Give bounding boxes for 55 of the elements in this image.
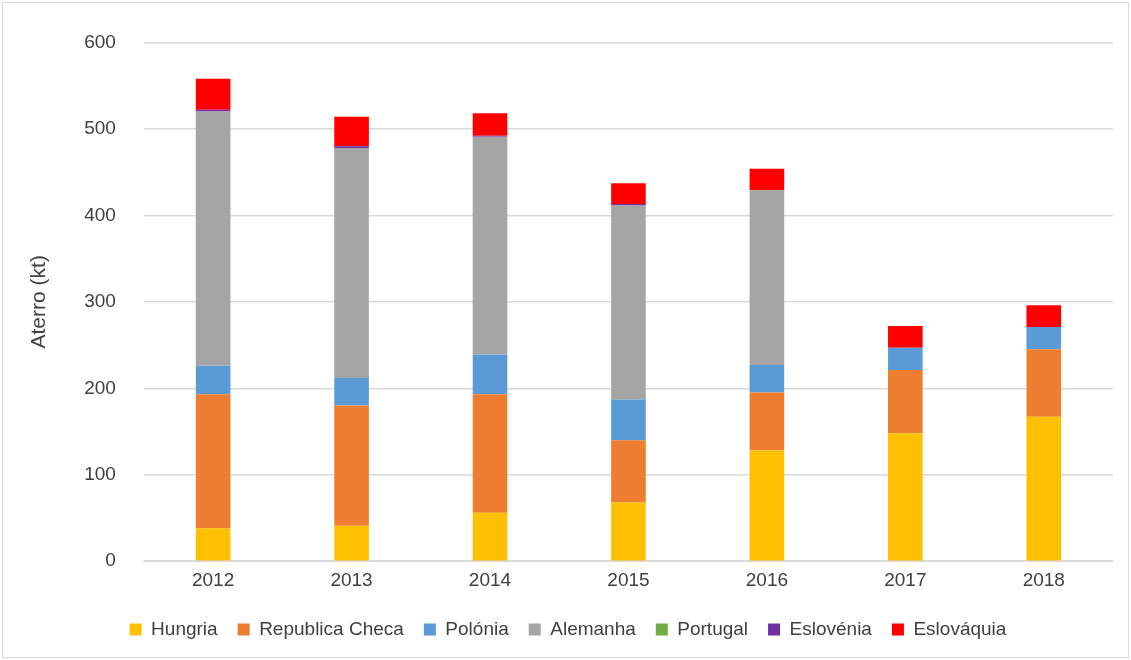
- bar: [888, 326, 923, 348]
- bar: [195, 365, 231, 395]
- bar: [888, 370, 923, 434]
- bar: [611, 204, 646, 400]
- x-tick-label: 2012: [191, 568, 235, 590]
- bar: [472, 113, 508, 136]
- legend-label: Eslováquia: [913, 617, 1007, 639]
- bar: [334, 525, 369, 561]
- bar: [195, 528, 231, 561]
- x-tick-label: 2013: [330, 568, 373, 590]
- y-tick-label: 300: [84, 290, 116, 312]
- y-tick-label: 0: [105, 549, 116, 571]
- legend-label: Eslovénia: [789, 617, 873, 639]
- bar: [749, 392, 785, 451]
- y-tick-label: 200: [84, 376, 116, 398]
- bar: [749, 364, 785, 393]
- legend-label: Polónia: [445, 617, 510, 639]
- bar: [888, 433, 923, 561]
- bar: [195, 394, 231, 529]
- y-tick-label: 600: [84, 30, 116, 52]
- bar: [472, 512, 508, 561]
- bar: [749, 450, 785, 561]
- legend-label: Hungria: [151, 617, 219, 639]
- bar: [749, 168, 785, 191]
- bar: [334, 405, 369, 526]
- y-tick-label: 400: [84, 203, 116, 225]
- y-tick-label: 100: [84, 462, 116, 484]
- bar: [888, 347, 923, 371]
- legend-label: Portugal: [677, 617, 749, 639]
- bar: [334, 377, 369, 406]
- bar: [611, 440, 646, 503]
- bar: [195, 111, 231, 366]
- bar: [1026, 349, 1062, 417]
- bar: [749, 190, 785, 365]
- bar: [472, 136, 508, 355]
- bar: [334, 147, 369, 378]
- x-tick-label: 2014: [468, 568, 512, 590]
- bar: [472, 394, 508, 513]
- x-tick-label: 2016: [745, 568, 789, 590]
- bar: [1026, 416, 1062, 561]
- bar: [1026, 326, 1062, 350]
- x-tick-label: 2018: [1022, 568, 1065, 590]
- bar: [334, 116, 369, 147]
- bar: [472, 354, 508, 395]
- legend-label: Republica Checa: [259, 617, 405, 639]
- y-axis-title: Aterro (kt): [26, 255, 50, 349]
- bar: [611, 399, 646, 441]
- legend-label: Alemanha: [550, 617, 637, 639]
- bar: [611, 502, 646, 561]
- bar: [195, 78, 231, 110]
- x-tick-label: 2017: [884, 568, 927, 590]
- y-tick-label: 500: [84, 117, 116, 139]
- bar: [611, 183, 646, 205]
- bar: [1026, 305, 1062, 327]
- x-tick-label: 2015: [607, 568, 650, 590]
